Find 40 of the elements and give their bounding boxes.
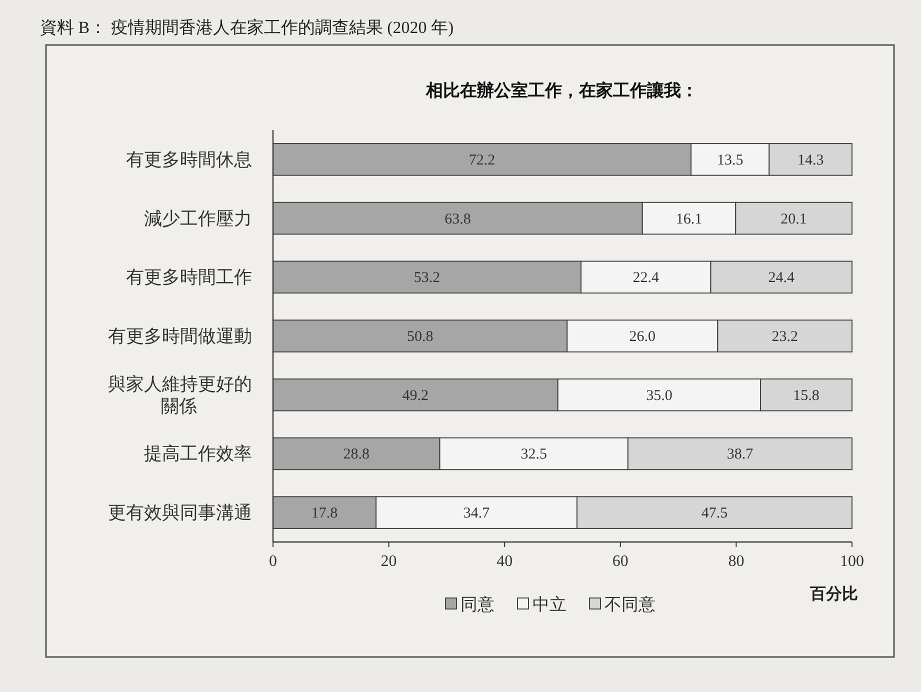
- data-label: 28.8: [343, 446, 370, 463]
- data-label: 49.2: [402, 388, 429, 404]
- data-label: 72.2: [468, 152, 496, 168]
- y-tick-label: 提高工作效率: [144, 444, 252, 464]
- data-label: 17.8: [311, 506, 338, 522]
- data-label: 20.1: [780, 211, 807, 228]
- x-axis-title: 百分比: [809, 585, 858, 603]
- data-label: 63.8: [444, 211, 471, 228]
- legend-label: 同意: [460, 595, 494, 614]
- x-tick-label: 0: [269, 553, 277, 570]
- data-label: 15.8: [793, 388, 820, 404]
- chart-title: 資料 B： 疫情期間香港人在家工作的調查結果 (2020 年): [40, 18, 454, 37]
- data-label: 16.1: [676, 211, 702, 228]
- data-label: 50.8: [406, 329, 434, 345]
- y-tick-label: 有更多時間工作: [126, 267, 252, 288]
- data-label: 34.7: [463, 506, 490, 522]
- data-label: 32.5: [520, 446, 547, 463]
- y-tick-label: 與家人維持更好的關係: [108, 374, 252, 416]
- chart-subtitle: 相比在辦公室工作，在家工作讓我：: [425, 81, 698, 100]
- y-tick-label: 減少工作壓力: [144, 208, 252, 228]
- data-label: 47.5: [701, 506, 728, 522]
- x-tick-label: 80: [728, 553, 744, 570]
- data-label: 13.5: [716, 152, 744, 168]
- y-tick-label: 更有效與同事溝通: [108, 502, 252, 523]
- y-tick-label: 有更多時間休息: [126, 149, 252, 170]
- data-label: 23.2: [772, 329, 798, 345]
- x-tick-label: 60: [612, 553, 628, 570]
- y-tick-label: 有更多時間做運動: [108, 326, 252, 346]
- x-tick-label: 20: [380, 553, 397, 570]
- data-label: 26.0: [629, 329, 656, 345]
- legend-label: 不同意: [604, 595, 656, 614]
- data-label: 53.2: [414, 270, 440, 286]
- data-label: 14.3: [797, 152, 824, 168]
- data-label: 38.7: [726, 446, 754, 463]
- x-tick-label: 100: [840, 553, 864, 570]
- x-tick-label: 40: [496, 553, 513, 570]
- data-label: 24.4: [768, 270, 795, 286]
- data-label: 35.0: [646, 388, 672, 404]
- data-label: 22.4: [632, 270, 660, 286]
- legend-label: 中立: [532, 595, 566, 614]
